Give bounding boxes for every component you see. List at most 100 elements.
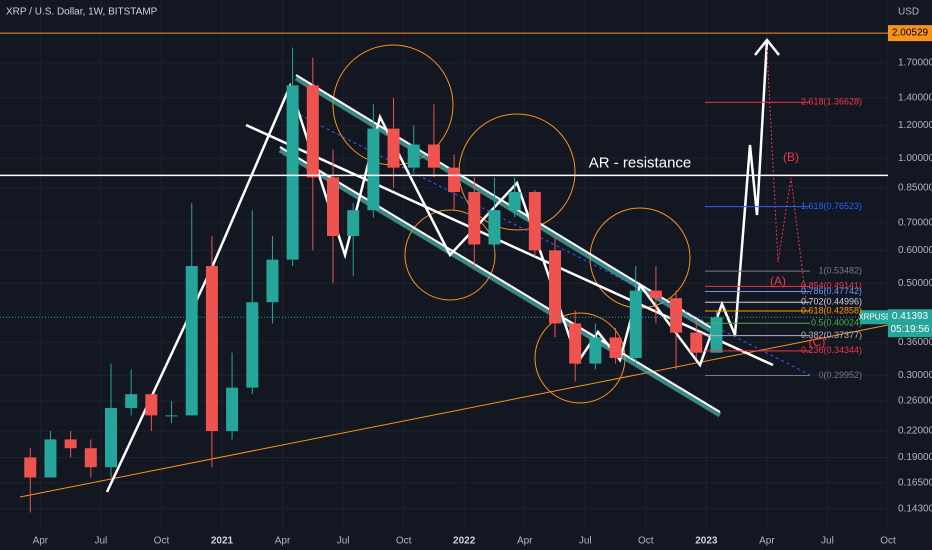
wave-path (105, 39, 769, 493)
last-price-box (888, 309, 932, 338)
candle-body (185, 266, 198, 416)
price-label: 2.00529 (892, 28, 929, 39)
x-tick-label: Jul (579, 536, 592, 547)
y-tick-label: 0.50000 (898, 278, 932, 289)
fib-label: 0.236(0.34344) (801, 345, 862, 355)
candle-body (508, 191, 521, 211)
fib-label: 0.854(0.49141) (801, 281, 862, 291)
x-tick-label: Jul (821, 536, 834, 547)
candle-body (387, 128, 400, 168)
y-tick-label: 0.85000 (898, 182, 932, 193)
x-tick-label: Jul (337, 536, 350, 547)
y-tick-label: 0.19000 (898, 452, 932, 463)
channel-line (278, 147, 722, 418)
y-tick-label: 1.40000 (898, 92, 932, 103)
x-tick-label: Apr (275, 536, 291, 547)
candle-body (569, 323, 582, 364)
last-price: 0.41393 (892, 311, 929, 322)
y-tick-label: 1.00000 (898, 153, 932, 164)
y-tick-label: 0.22000 (898, 426, 932, 437)
x-tick-label: Apr (517, 536, 533, 547)
wave-label: (C) (809, 335, 826, 349)
candle-body (670, 298, 683, 333)
candle-body (367, 128, 380, 211)
candle-body (286, 85, 299, 260)
fib-label: 0.618(0.42858) (801, 305, 862, 315)
y-tick-label: 1.20000 (898, 120, 932, 131)
fib-label: 0(0.29952) (818, 370, 862, 380)
candle-body (407, 144, 420, 168)
candle-body (145, 394, 158, 416)
candle-body (24, 457, 37, 478)
candle-body (549, 250, 561, 324)
y-tick-label: 0.60000 (898, 245, 932, 256)
resistance-label: AR - resistance (589, 154, 692, 171)
candle-body (64, 439, 77, 449)
fib-label: 0.5(0.40024) (811, 318, 862, 328)
fib-label: 1.618(0.76523) (801, 201, 862, 211)
candle-body (528, 191, 541, 251)
symbol-label: XRPUSD (858, 312, 892, 321)
countdown: 05:19:56 (891, 324, 930, 335)
y-tick-label: 1.70000 (898, 57, 932, 68)
candle-body (205, 266, 218, 432)
candle-body (427, 144, 440, 168)
x-tick-label: 2022 (453, 536, 476, 547)
candle-body (690, 332, 703, 353)
candles (24, 47, 723, 513)
candle-body (44, 439, 57, 478)
x-tick-label: Oct (880, 536, 896, 547)
arrow-head (754, 37, 780, 56)
x-tick-label: 2021 (211, 536, 234, 547)
x-tick-label: Oct (154, 536, 170, 547)
y-tick-label: 0.14300 (898, 503, 932, 514)
candle-body (609, 337, 622, 359)
candle-body (488, 210, 501, 245)
candle-body (246, 302, 259, 388)
price-label-box (888, 25, 932, 42)
y-tick-label: 0.70000 (898, 217, 932, 228)
wave-label: (B) (783, 150, 799, 164)
trend-line (19, 324, 889, 498)
x-tick-label: Apr (33, 536, 49, 547)
channel-line (279, 146, 721, 413)
circle (404, 209, 496, 301)
candle-body (468, 191, 481, 245)
candle-body (306, 85, 319, 178)
candle-body (105, 408, 117, 468)
candle-body (327, 177, 339, 236)
y-tick-label: 0.26000 (898, 396, 932, 407)
candle-body (347, 210, 360, 236)
fib-label: 0.702(0.44996) (801, 297, 862, 307)
x-tick-label: Oct (638, 536, 654, 547)
fib-label: 0.786(0.47742) (801, 286, 862, 296)
candle-body (589, 337, 602, 364)
y-tick-label: 0.30000 (898, 370, 932, 381)
channel-line (295, 74, 716, 331)
fib-label: 2.618(1.36628) (801, 97, 862, 107)
x-tick-label: Oct (396, 536, 412, 547)
axis-unit: USD (898, 7, 919, 18)
x-tick-label: Apr (759, 536, 775, 547)
fib-label: 0.382(0.37377) (801, 330, 862, 340)
drawings (19, 37, 889, 498)
candle-body (165, 415, 178, 417)
candle-body (710, 317, 723, 353)
overlay: AR - resistance XRPUSD 2.618(1.36628) 1.618… (0, 32, 892, 380)
y-tick-label: 0.16500 (898, 478, 932, 489)
x-tick-label: Jul (95, 536, 108, 547)
candle-body (84, 448, 97, 468)
channel-line (245, 123, 774, 367)
candle-body (649, 290, 662, 299)
grid (0, 0, 889, 530)
candle-body (448, 167, 461, 192)
axis-labels: 0.14300 0.16500 0.19000 0.22000 0.26000 0.300… (33, 25, 932, 547)
wave-label: (A) (770, 274, 786, 288)
candle-body (226, 387, 239, 432)
x-tick-label: 2023 (695, 536, 718, 547)
fib-label: 1(0.53482) (818, 265, 862, 275)
candle-body (629, 290, 642, 359)
candle-body (125, 394, 138, 409)
y-tick-label: 0.36000 (898, 337, 932, 348)
